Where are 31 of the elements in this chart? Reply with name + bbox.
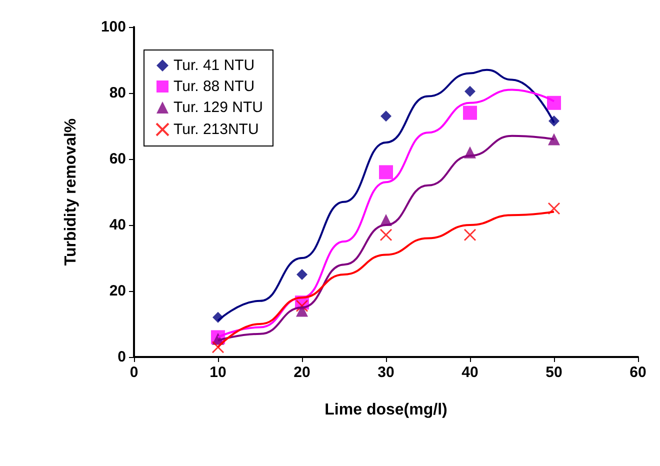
legend-label: Tur. 129 NTU: [174, 99, 263, 116]
x-tick-label: 30: [378, 364, 394, 381]
point: [212, 340, 224, 354]
y-tick-label: 100: [100, 18, 126, 36]
y-tick-label: 80: [109, 84, 126, 102]
point: [463, 106, 477, 120]
point: [464, 228, 476, 242]
x-tick-label: 20: [294, 364, 310, 381]
point: [296, 300, 308, 312]
legend-label: Tur. 88 NTU: [174, 78, 255, 95]
point: [379, 165, 393, 180]
y-axis-title: Turbidity removal%: [62, 118, 80, 266]
point: [380, 228, 392, 242]
y-tick-label: 20: [109, 282, 126, 300]
x-tick-label: 10: [210, 364, 226, 381]
x-tick-label: 0: [130, 364, 138, 381]
point: [547, 96, 561, 110]
x-axis-title: Lime dose(mg/l): [324, 402, 448, 418]
point: [548, 133, 560, 146]
y-tick-label: 0: [118, 348, 126, 366]
y-tick-label: 60: [109, 150, 126, 168]
legend-label: Tur. 41 NTU: [174, 57, 255, 74]
legend-label: Tur. 213NTU: [174, 121, 259, 138]
point: [380, 110, 392, 122]
y-tick-label: 40: [109, 216, 126, 234]
point: [464, 86, 476, 97]
point: [296, 269, 308, 280]
x-tick-label: 40: [462, 364, 478, 381]
x-tick-label: 60: [630, 364, 646, 381]
point: [548, 202, 560, 215]
x-tick-label: 50: [546, 364, 562, 381]
